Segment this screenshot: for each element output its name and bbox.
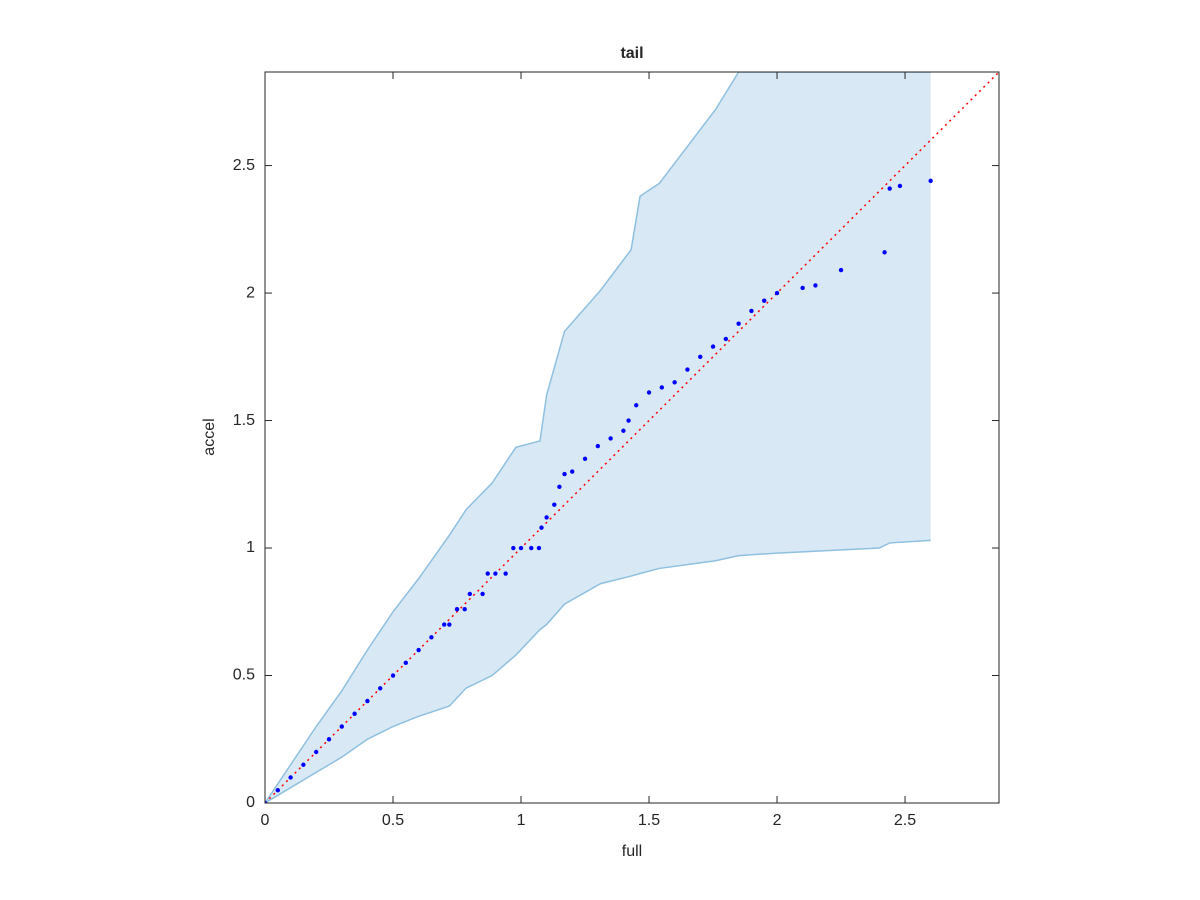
plot-area — [265, 72, 999, 803]
data-point — [454, 607, 460, 612]
x-tick-label: 2 — [773, 812, 782, 829]
data-point — [529, 545, 534, 551]
data-point — [544, 515, 549, 520]
y-axis-label: accel — [201, 418, 218, 455]
x-tick-label: 1 — [517, 812, 526, 829]
data-point — [511, 545, 516, 551]
data-point — [882, 250, 887, 255]
data-point — [552, 502, 557, 507]
x-tick-label: 1.5 — [638, 812, 660, 829]
data-point — [429, 635, 434, 640]
data-point — [672, 380, 677, 385]
data-point — [928, 178, 933, 184]
y-tick-label: 2 — [246, 284, 255, 301]
y-tick-label: 0 — [246, 794, 255, 811]
data-point — [774, 290, 780, 296]
data-point — [288, 775, 293, 780]
y-tick-label: 2.5 — [233, 157, 255, 174]
data-point — [326, 737, 332, 742]
data-point — [634, 403, 639, 408]
data-point — [762, 298, 767, 303]
data-point — [813, 283, 818, 288]
y-tick-label: 0.5 — [233, 667, 255, 684]
data-point — [536, 545, 542, 551]
data-point — [800, 285, 805, 291]
data-point — [887, 186, 892, 191]
data-point — [621, 428, 626, 433]
data-point — [275, 788, 281, 793]
data-point — [749, 308, 754, 314]
data-point — [626, 418, 631, 423]
y-tick-label: 1 — [246, 539, 255, 556]
x-tick-label: 2.5 — [894, 812, 916, 829]
data-point — [723, 336, 729, 342]
data-point — [485, 571, 490, 576]
x-tick-label: 0.5 — [382, 812, 404, 829]
data-point — [608, 436, 613, 441]
data-point — [897, 183, 903, 189]
data-point — [557, 484, 562, 490]
band-lower — [265, 539, 931, 803]
data-point — [301, 762, 306, 767]
x-axis-label: full — [622, 843, 642, 860]
data-point — [403, 660, 409, 665]
y-tick-label: 1.5 — [233, 412, 255, 429]
data-point — [659, 385, 665, 390]
data-point — [339, 724, 345, 729]
data-point — [442, 622, 447, 627]
data-point — [710, 344, 716, 349]
data-point — [390, 673, 396, 678]
data-point — [736, 321, 741, 326]
data-point — [416, 647, 421, 653]
data-point — [265, 800, 268, 803]
data-point — [570, 469, 575, 474]
axes-box — [264, 71, 1000, 804]
data-point — [698, 354, 703, 360]
confidence-band — [265, 72, 931, 803]
data-point — [462, 607, 467, 612]
data-point — [562, 471, 567, 477]
data-point — [503, 571, 508, 576]
data-point — [646, 390, 652, 395]
data-point — [493, 571, 498, 576]
data-point — [539, 525, 544, 530]
data-point — [518, 545, 524, 551]
data-point — [378, 686, 383, 691]
data-point — [480, 591, 485, 597]
data-point — [582, 456, 588, 461]
x-tick-label: 0 — [261, 812, 270, 829]
data-point — [685, 367, 690, 372]
band-upper — [265, 72, 931, 803]
data-point — [447, 622, 452, 627]
data-point — [838, 267, 844, 273]
data-point — [365, 698, 370, 704]
data-point — [595, 443, 601, 449]
reference-line — [265, 72, 999, 803]
data-point — [314, 749, 319, 755]
chart-title: tail — [620, 45, 643, 62]
data-point — [352, 711, 357, 716]
data-point — [467, 591, 473, 597]
